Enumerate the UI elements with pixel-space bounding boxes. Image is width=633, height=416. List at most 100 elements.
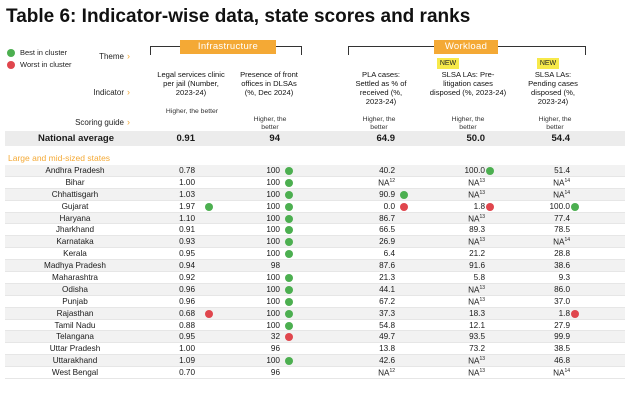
footnote-marker: 12 bbox=[389, 368, 395, 375]
cell-value: 100 bbox=[266, 189, 280, 199]
state-name: Tamil Nadu bbox=[54, 320, 96, 330]
table-row: Maharashtra 0.92 100 21.3 5.8 9.3 bbox=[5, 272, 625, 284]
table-row: Gujarat 1.97 100 0.0 1.8 100.0 bbox=[5, 201, 625, 213]
cell-value: NA bbox=[553, 178, 565, 188]
cell-value: 96 bbox=[270, 368, 280, 378]
table-cell: NA13 bbox=[445, 285, 485, 295]
new-badge: NEW bbox=[437, 58, 459, 69]
table-cell: 1.00 bbox=[155, 178, 195, 187]
table-cell: 93.5 bbox=[445, 332, 485, 341]
theme-workload: Workload bbox=[434, 40, 498, 54]
worst-dot-icon bbox=[7, 60, 15, 69]
cell-value: 100 bbox=[266, 177, 280, 187]
state-name: Odisha bbox=[62, 284, 88, 294]
national-value: 64.9 bbox=[376, 133, 396, 144]
cell-value: 100 bbox=[266, 320, 280, 330]
table-cell: NA14 bbox=[530, 190, 570, 200]
table-cell: 78.5 bbox=[530, 225, 570, 234]
footnote-marker: 14 bbox=[564, 368, 570, 375]
indicator-pending-cases: SLSA LAs: Pending cases disposed (%, 202… bbox=[528, 70, 578, 106]
table-cell: 100 bbox=[240, 190, 280, 199]
table-cell: 100 bbox=[240, 285, 280, 294]
best-dot-icon bbox=[285, 226, 293, 235]
table-cell: 0.70 bbox=[155, 368, 195, 377]
cell-value: 100 bbox=[266, 166, 280, 175]
scoring-guide: Higher, the better bbox=[362, 116, 396, 131]
table-row: Tamil Nadu 0.88 100 54.8 12.1 27.9 bbox=[5, 320, 625, 332]
best-dot-icon bbox=[205, 202, 213, 211]
cell-value: 78.5 bbox=[554, 225, 570, 235]
cell-value: 100 bbox=[266, 249, 280, 259]
table-cell: 100 bbox=[240, 225, 280, 234]
theme-label-text: Theme bbox=[99, 52, 124, 61]
scoring-guide: Higher, the better bbox=[538, 116, 572, 131]
table-cell: 37.0 bbox=[530, 297, 570, 306]
cell-value: 100 bbox=[266, 213, 280, 223]
cell-value: 89.3 bbox=[469, 225, 485, 235]
table-cell: NA14 bbox=[530, 237, 570, 247]
indicator-legal-clinic: Legal services clinic per jail (Number, … bbox=[157, 70, 225, 97]
cell-value: NA bbox=[378, 368, 390, 378]
cell-value: 21.3 bbox=[379, 273, 395, 283]
table-cell: 9.3 bbox=[530, 273, 570, 282]
table-cell: 96 bbox=[240, 344, 280, 353]
table-cell: 99.9 bbox=[530, 332, 570, 341]
footnote-marker: 12 bbox=[389, 177, 395, 184]
best-dot-icon bbox=[285, 167, 293, 175]
theme-row-label: Theme › bbox=[60, 51, 130, 61]
cell-value: 54.8 bbox=[379, 320, 395, 330]
cell-value: 21.2 bbox=[469, 249, 485, 259]
cell-value: 100.0 bbox=[549, 201, 571, 211]
cell-value: 100 bbox=[266, 308, 280, 318]
cell-value: 1.8 bbox=[473, 201, 485, 211]
cell-value: 73.2 bbox=[469, 344, 485, 354]
cell-value: 32 bbox=[270, 332, 280, 342]
national-value: 94 bbox=[269, 133, 280, 144]
cell-value: 0.96 bbox=[179, 296, 195, 306]
cell-value: 42.6 bbox=[379, 356, 395, 366]
table-row: Uttar Pradesh 1.00 96 13.8 73.2 38.5 bbox=[5, 343, 625, 356]
worst-dot-icon bbox=[571, 309, 579, 318]
table-cell: 1.03 bbox=[155, 190, 195, 199]
cell-value: 38.5 bbox=[554, 344, 570, 354]
state-name: Andhra Pradesh bbox=[45, 166, 105, 175]
national-average-label: National average bbox=[37, 133, 115, 144]
table-row: Telangana 0.95 32 49.7 93.5 99.9 bbox=[5, 331, 625, 344]
table-cell: 0.88 bbox=[155, 321, 195, 330]
cell-value: 0.91 bbox=[179, 225, 195, 235]
table-cell: 42.6 bbox=[355, 356, 395, 365]
table-cell: 66.5 bbox=[355, 225, 395, 234]
table-cell: 100 bbox=[240, 309, 280, 318]
table-cell: 86.0 bbox=[530, 285, 570, 294]
table-cell: 12.1 bbox=[445, 321, 485, 330]
footnote-marker: 13 bbox=[479, 284, 485, 291]
table-cell: 6.4 bbox=[355, 249, 395, 258]
table-cell: 100 bbox=[240, 356, 280, 365]
table-cell: 0.94 bbox=[155, 261, 195, 270]
table-cell: 1.8 bbox=[445, 202, 485, 211]
cell-value: 100 bbox=[266, 356, 280, 366]
table-cell: NA14 bbox=[530, 178, 570, 188]
table-cell: 1.00 bbox=[155, 344, 195, 353]
cell-value: 1.09 bbox=[179, 356, 195, 366]
cell-value: 91.6 bbox=[469, 261, 485, 271]
indicator-front-offices: Presence of front offices in DLSAs (%, D… bbox=[240, 70, 298, 97]
footnote-marker: 13 bbox=[479, 213, 485, 220]
best-dot-icon bbox=[285, 274, 293, 283]
state-name: Bihar bbox=[65, 177, 85, 187]
cell-value: NA bbox=[553, 190, 565, 200]
national-value: 50.0 bbox=[466, 133, 486, 144]
new-badge: NEW bbox=[537, 58, 559, 69]
table-row: Odisha 0.96 100 44.1 NA13 86.0 bbox=[5, 283, 625, 296]
cell-value: 28.8 bbox=[554, 249, 570, 259]
cell-value: 0.93 bbox=[179, 237, 195, 247]
cell-value: 100 bbox=[266, 273, 280, 283]
cell-value: 1.00 bbox=[179, 177, 195, 187]
table-cell: NA13 bbox=[445, 356, 485, 366]
table-cell: 77.4 bbox=[530, 214, 570, 223]
table-cell: 13.8 bbox=[355, 344, 395, 353]
best-dot-icon bbox=[7, 48, 15, 57]
table-cell: 21.3 bbox=[355, 273, 395, 282]
scoring-row-label: Scoring guide › bbox=[60, 117, 130, 127]
table-cell: 100.0 bbox=[445, 166, 486, 175]
